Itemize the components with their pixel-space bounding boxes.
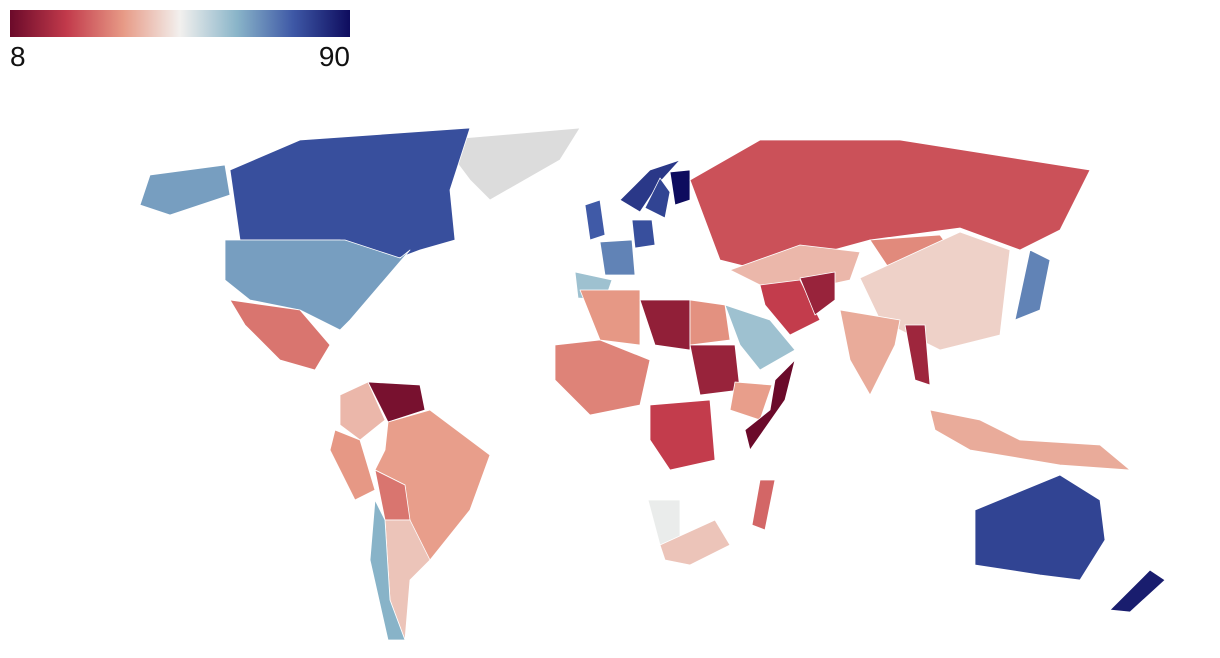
region [367, 381, 426, 423]
regions [139, 127, 1166, 641]
region [584, 199, 606, 241]
region [599, 239, 636, 276]
region [329, 429, 376, 501]
region [339, 381, 386, 441]
region [759, 279, 821, 336]
region [649, 399, 716, 471]
region [1109, 569, 1166, 613]
region [619, 159, 681, 213]
region [669, 169, 691, 206]
colorbar-min-label: 8 [10, 41, 26, 72]
region [554, 339, 651, 416]
region [644, 177, 671, 219]
region [744, 359, 796, 451]
region [369, 499, 406, 641]
region [839, 309, 901, 396]
region [1014, 249, 1051, 321]
no-data-region [439, 127, 581, 201]
region [639, 299, 691, 351]
region [929, 409, 1131, 471]
colorbar [10, 10, 350, 37]
region [689, 344, 741, 396]
region [579, 289, 641, 346]
region [631, 219, 656, 249]
region [974, 474, 1106, 581]
colorbar-max-label: 90 [319, 41, 350, 72]
region [659, 519, 731, 566]
region [689, 299, 731, 346]
region [724, 304, 796, 371]
region [229, 299, 331, 371]
region [904, 324, 931, 386]
region [751, 479, 776, 531]
region [799, 271, 836, 316]
region [139, 164, 411, 331]
